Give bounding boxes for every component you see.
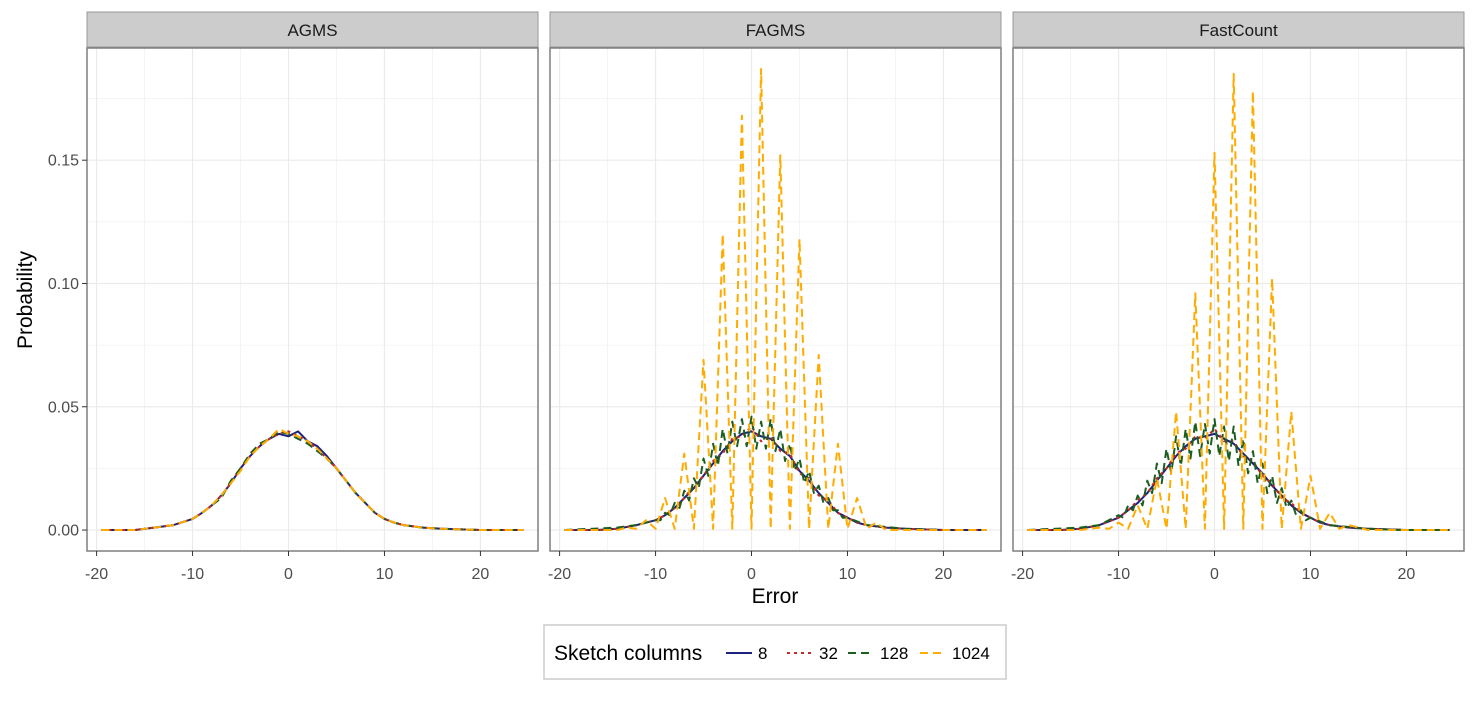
facet-strip (86, 11, 539, 48)
facets: AGMS -20 -10 0 10 20 0.00 0.05 0.10 0.15 FAGMS -20 -… (48, 11, 1465, 583)
legend-label: 32 (819, 644, 838, 663)
legend-label: 128 (880, 644, 908, 663)
series-line-1024 (1027, 72, 1450, 531)
x-tick-label: -20 (85, 566, 108, 583)
legend-label: 8 (758, 644, 767, 663)
x-tick-label: 10 (376, 566, 394, 583)
y-tick-label: 0.15 (48, 153, 79, 170)
plot-background (550, 48, 1001, 551)
legend-title: Sketch columns (554, 642, 702, 665)
facet-panel: FastCount -20 -10 0 10 20 (1011, 11, 1465, 583)
x-axis-label: Error (752, 585, 799, 608)
panel-border (86, 47, 539, 552)
x-tick-label: 10 (839, 566, 857, 583)
plot-background (87, 48, 538, 551)
series-line-1024 (564, 68, 987, 531)
legend-label: 1024 (952, 644, 990, 663)
x-tick-label: 0 (284, 566, 293, 583)
series-line-32 (1027, 427, 1450, 531)
y-tick-label: 0.00 (48, 523, 79, 540)
x-tick-label: 20 (1398, 566, 1416, 583)
x-tick-label: 10 (1302, 566, 1320, 583)
x-tick-label: 20 (472, 566, 490, 583)
x-tick-label: -10 (181, 566, 204, 583)
facet-title: FastCount (1199, 21, 1278, 40)
facet-title: FAGMS (746, 21, 806, 40)
x-tick-label: -10 (1107, 566, 1130, 583)
series-line-128 (1027, 418, 1450, 531)
y-axis-label: Probability (14, 250, 37, 349)
panel-border (549, 47, 1002, 552)
x-tick-label: -20 (1011, 566, 1034, 583)
x-tick-label: -20 (548, 566, 571, 583)
facet-panel: FAGMS -20 -10 0 10 20 (548, 11, 1002, 583)
series-line-1024 (101, 427, 524, 531)
y-tick-label: 0.10 (48, 276, 79, 293)
facet-strip (1012, 11, 1465, 48)
facet-panel: AGMS -20 -10 0 10 20 0.00 0.05 0.10 0.15 (48, 11, 539, 583)
x-tick-label: -10 (644, 566, 667, 583)
series-line-32 (564, 425, 987, 531)
legend: Sketch columns 8 32 128 1024 (543, 624, 1007, 680)
panel-border (1012, 47, 1465, 552)
x-tick-label: 0 (1210, 566, 1219, 583)
x-tick-label: 20 (935, 566, 953, 583)
facet-title: AGMS (287, 21, 337, 40)
series-line-128 (564, 415, 987, 531)
legend-box (543, 624, 1007, 680)
x-tick-label: 0 (747, 566, 756, 583)
facet-strip (549, 11, 1002, 48)
y-tick-label: 0.05 (48, 399, 79, 416)
